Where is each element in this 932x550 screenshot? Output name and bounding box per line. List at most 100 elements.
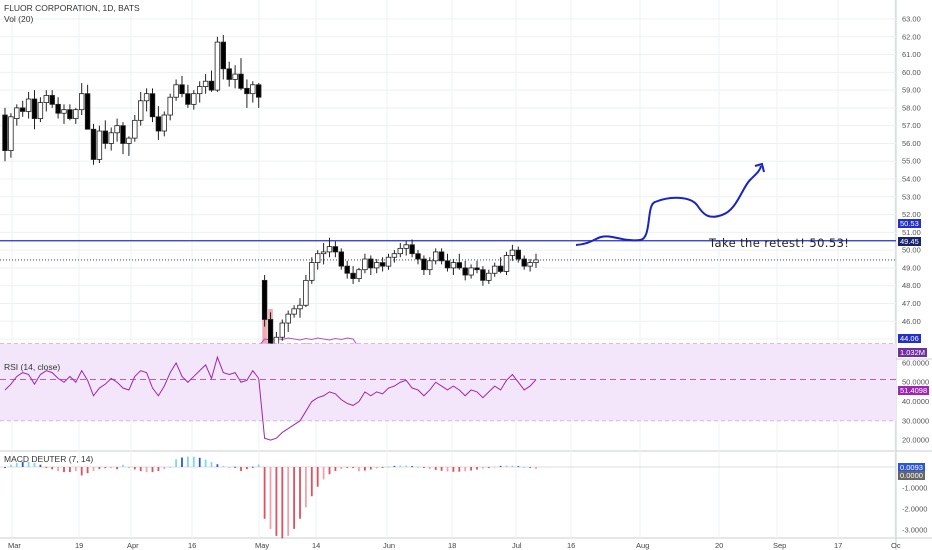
macd-bar xyxy=(45,467,48,468)
candle-body xyxy=(132,119,138,139)
macd-bar xyxy=(210,461,213,467)
macd-bar xyxy=(428,467,431,469)
macd-bar xyxy=(251,466,254,468)
macd-bar xyxy=(487,467,490,468)
retest-annotation[interactable]: Take the retest! 50.53! xyxy=(709,236,850,250)
macd-bar xyxy=(482,467,484,469)
macd-bar xyxy=(157,467,160,472)
macd-bar xyxy=(423,467,425,468)
candle-body xyxy=(202,80,209,87)
time-tick-label: May xyxy=(255,541,269,550)
candle-body xyxy=(285,313,291,324)
time-tick-label: 16 xyxy=(567,541,575,550)
macd-bar xyxy=(299,467,301,519)
macd-bar xyxy=(15,462,18,467)
rsi-title: RSI (14, close) xyxy=(4,362,61,372)
macd-bar xyxy=(63,467,65,473)
candle-body xyxy=(238,73,244,89)
candle-body xyxy=(415,253,421,260)
candle-body xyxy=(267,319,274,347)
time-tick-label: Jul xyxy=(512,541,522,550)
macd-bar xyxy=(364,467,366,471)
macd-bar xyxy=(287,467,290,536)
candle-body xyxy=(491,265,498,274)
macd-bar xyxy=(104,467,107,469)
price-tick-label: 56.00 xyxy=(902,139,921,148)
candle-body xyxy=(31,98,38,119)
candle-body xyxy=(503,255,510,272)
macd-bar xyxy=(128,467,130,468)
candle-body xyxy=(356,269,362,279)
candle-body xyxy=(226,68,232,80)
time-tick-label: 14 xyxy=(312,541,320,550)
macd-bar xyxy=(293,467,295,529)
candle-body xyxy=(2,114,8,151)
macd-bar xyxy=(322,467,325,480)
last-price-tag: 49.45 xyxy=(898,237,921,246)
macd-bar xyxy=(80,467,83,476)
macd-tick-label: -3.0000 xyxy=(902,526,927,535)
macd-bar xyxy=(228,466,231,468)
candle-body xyxy=(179,84,185,95)
rsi-tick-label: 60.0000 xyxy=(902,358,929,367)
rsi-value-tag: 51.4098 xyxy=(898,386,930,395)
volume-value-tag: 1.032M xyxy=(898,348,928,357)
price-tick-label: 63.00 xyxy=(902,15,921,24)
rsi-band-fill xyxy=(0,343,896,421)
candle-body xyxy=(19,107,26,112)
candle-body xyxy=(196,86,203,95)
candle-body xyxy=(155,116,162,132)
rsi-line xyxy=(4,355,537,441)
candle-body xyxy=(409,244,415,255)
price-tick-label: 49.00 xyxy=(902,263,921,272)
macd-bar xyxy=(133,467,136,470)
macd-bar xyxy=(139,467,142,472)
macd-bar xyxy=(493,466,496,468)
macd-bar xyxy=(310,467,313,497)
macd-bar xyxy=(458,467,461,472)
macd-bar xyxy=(452,467,455,472)
macd-bar xyxy=(181,457,183,467)
candle-body xyxy=(73,109,79,119)
macd-bar xyxy=(358,467,360,472)
macd-bar xyxy=(110,467,113,469)
price-tick-label: 58.00 xyxy=(902,103,921,112)
time-tick-label: 18 xyxy=(448,541,456,550)
macd-bar xyxy=(269,467,272,529)
macd-title: MACD DEUTER (7, 14) xyxy=(4,454,94,464)
price-tick-label: 60.00 xyxy=(902,68,921,77)
macd-bar xyxy=(151,467,154,473)
support-price-tag: 44.06 xyxy=(898,334,921,343)
candle-body xyxy=(43,95,49,103)
time-tick-label: Aug xyxy=(636,541,649,550)
candle-body xyxy=(61,109,67,114)
candle-body xyxy=(456,262,462,269)
chart-title: FLUOR CORPORATION, 1D, BATS xyxy=(4,3,140,13)
macd-bar xyxy=(198,457,201,467)
macd-bar xyxy=(387,466,390,468)
macd-bar xyxy=(86,467,89,474)
candle-body xyxy=(391,253,398,258)
candle-body xyxy=(208,80,215,91)
candle-body xyxy=(244,87,250,95)
macd-bar xyxy=(476,467,478,470)
candle-body xyxy=(37,102,44,119)
rsi-tick-label: 20.0000 xyxy=(902,436,929,445)
macd-bar xyxy=(240,467,242,471)
price-tick-label: 50.00 xyxy=(902,246,921,255)
volume-bar xyxy=(262,307,267,359)
macd-bar xyxy=(216,464,219,467)
price-tick-label: 46.00 xyxy=(902,317,921,326)
candle-body xyxy=(232,73,238,80)
candle-body xyxy=(332,246,339,253)
macd-bar xyxy=(417,466,419,468)
time-tick-label: Apr xyxy=(127,541,139,550)
candle-body xyxy=(291,308,297,315)
macd-bar xyxy=(21,461,24,467)
candle-body xyxy=(314,253,321,263)
macd-bar xyxy=(116,467,118,470)
candle-body xyxy=(137,100,144,121)
macd-bar xyxy=(27,461,30,467)
candle-body xyxy=(509,249,516,256)
